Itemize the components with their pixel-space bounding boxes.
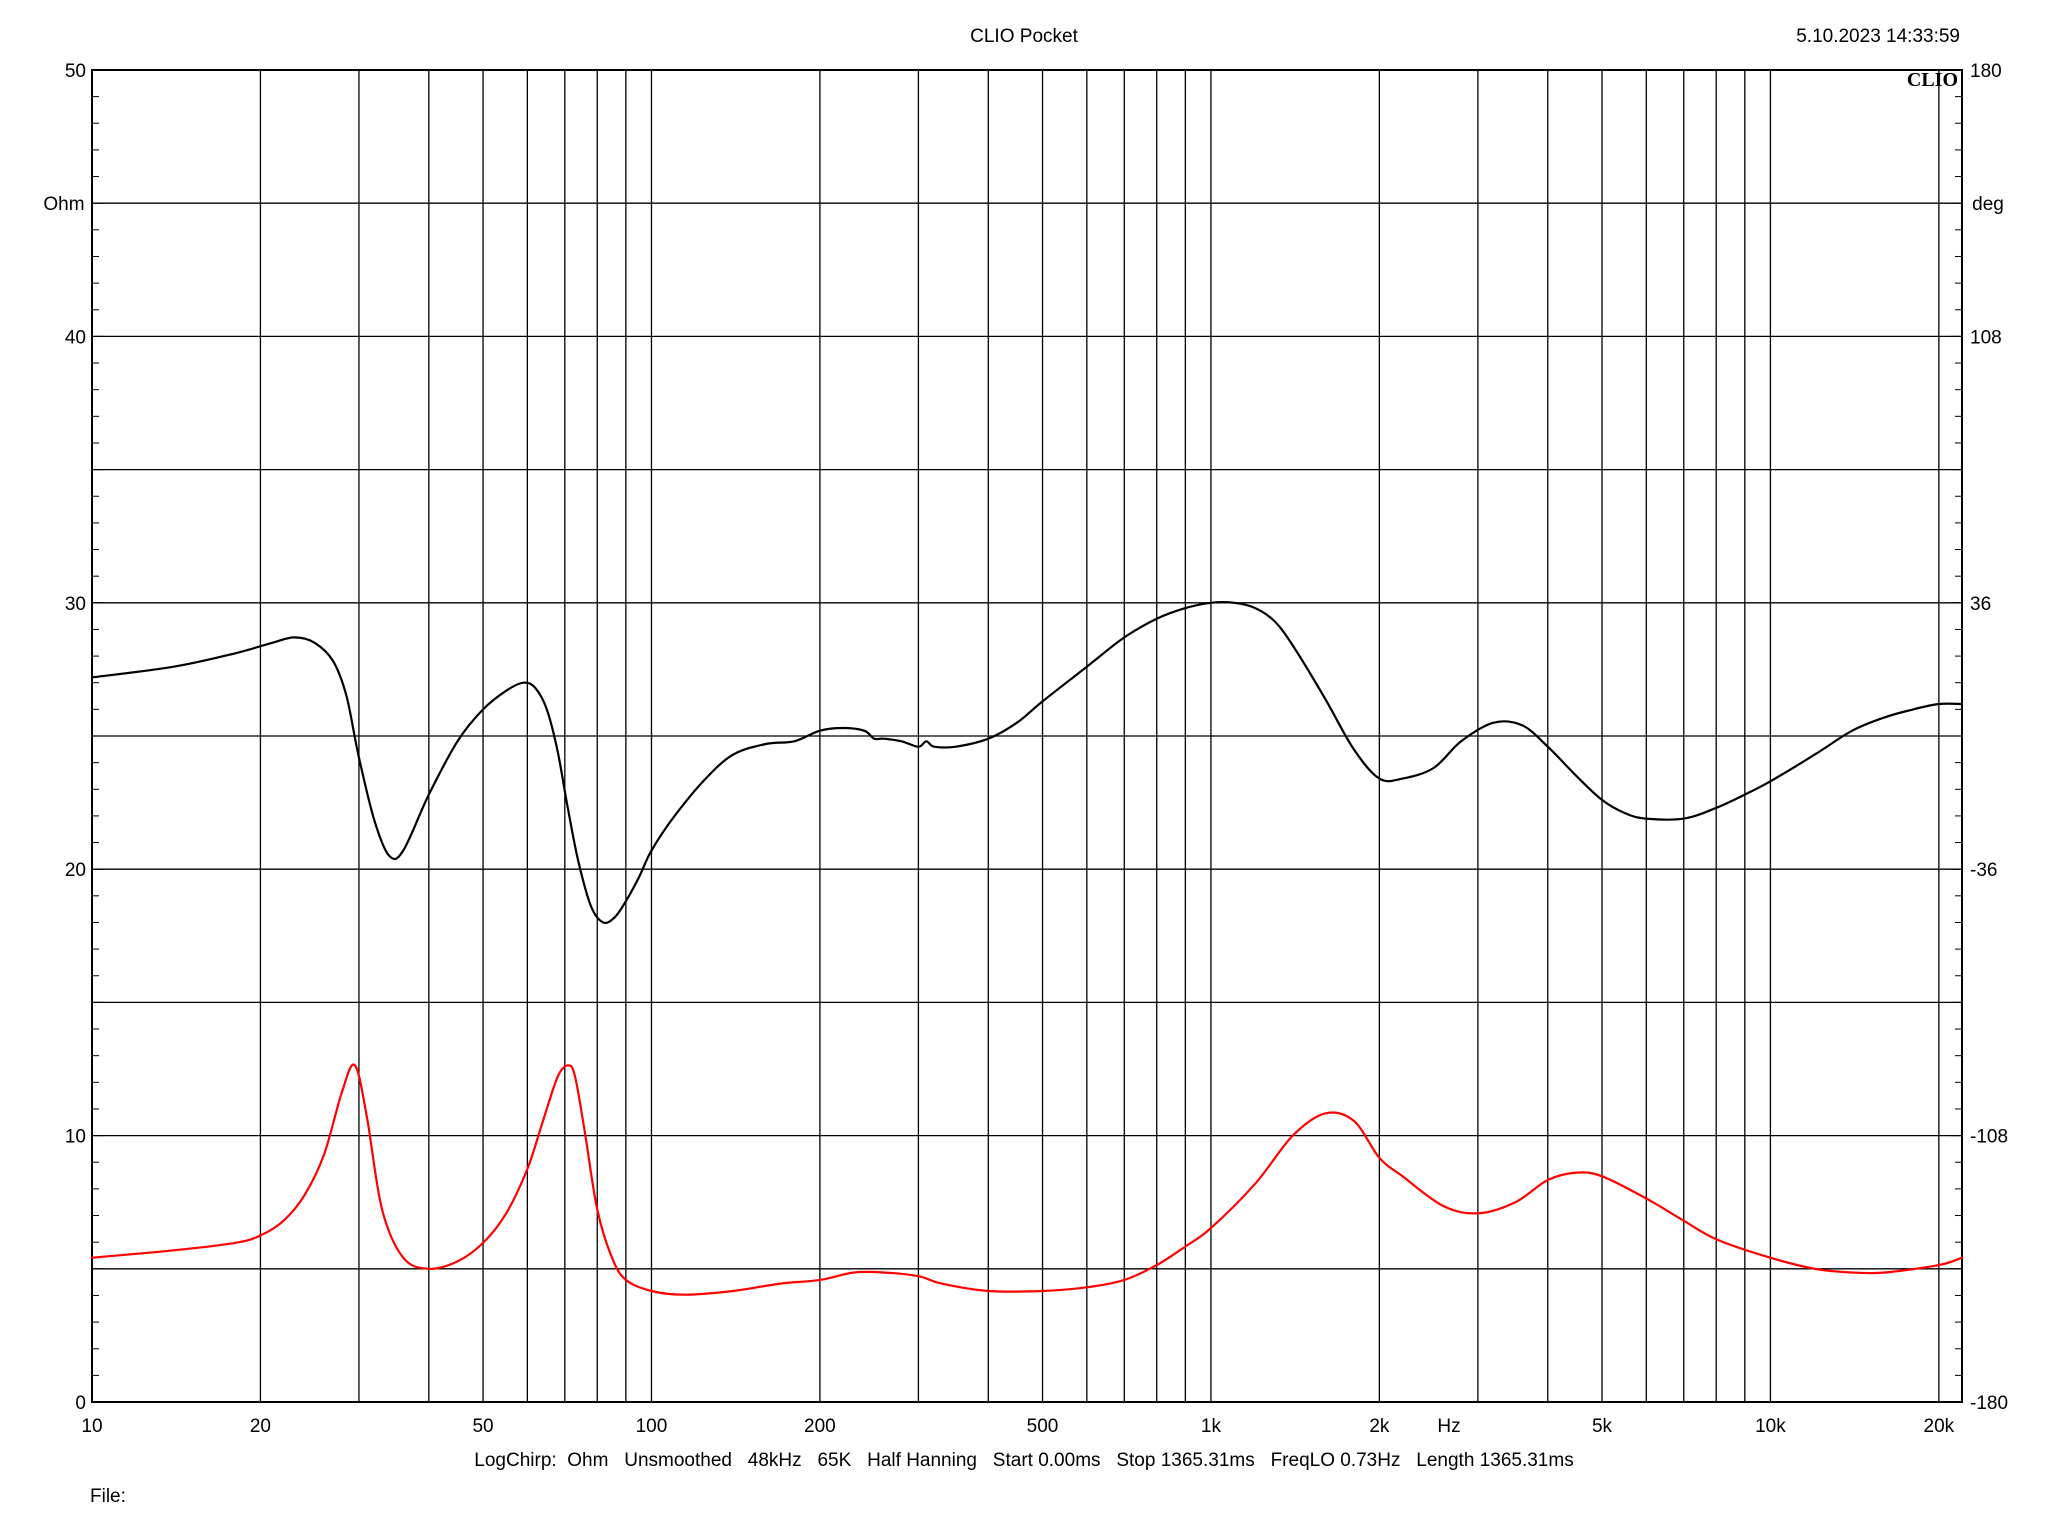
left-axis-tick-labels: 0 10 20 30 40 50 xyxy=(65,61,86,1414)
left-tick-label: 10 xyxy=(65,1127,86,1148)
file-label: File: xyxy=(90,1486,126,1507)
left-tick-label: 0 xyxy=(75,1393,86,1414)
right-axis-tick-labels: -180 -108 -36 36 108 180 xyxy=(1970,61,2008,1414)
right-tick-label: 180 xyxy=(1970,61,2002,82)
chart-title: CLIO Pocket xyxy=(970,26,1078,47)
measurement-settings: LogChirp: Ohm Unsmoothed 48kHz 65K Half … xyxy=(474,1450,1573,1471)
x-tick-label: 500 xyxy=(1027,1416,1059,1437)
x-axis-tick-labels: 10 20 50 100 200 500 1k 2k 5k 10k 20k xyxy=(81,1416,1954,1437)
x-axis-unit: Hz xyxy=(1437,1416,1460,1437)
plot-frame xyxy=(91,69,1963,1403)
right-tick-label: 36 xyxy=(1970,594,1991,615)
impedance-magnitude-curve xyxy=(90,601,1964,925)
x-tick-label: 1k xyxy=(1201,1416,1222,1437)
right-tick-label: -36 xyxy=(1970,860,1997,881)
x-tick-label: 50 xyxy=(472,1416,493,1437)
clio-logo: CLIO xyxy=(1907,69,1958,91)
x-tick-label: 100 xyxy=(636,1416,668,1437)
x-tick-label: 10 xyxy=(81,1416,102,1437)
x-tick-label: 2k xyxy=(1369,1416,1390,1437)
left-tick-label: 50 xyxy=(65,61,86,82)
right-tick-label: -180 xyxy=(1970,1393,2008,1414)
x-tick-label: 10k xyxy=(1755,1416,1786,1437)
left-tick-label: 20 xyxy=(65,860,86,881)
timestamp: 5.10.2023 14:33:59 xyxy=(1796,26,1960,47)
impedance-phase-curve xyxy=(90,1063,1964,1296)
x-tick-label: 5k xyxy=(1592,1416,1613,1437)
x-tick-label: 20 xyxy=(250,1416,271,1437)
left-axis-unit: Ohm xyxy=(43,194,84,215)
right-tick-label: 108 xyxy=(1970,327,2002,348)
right-tick-label: -108 xyxy=(1970,1127,2008,1148)
x-tick-label: 200 xyxy=(804,1416,836,1437)
left-tick-label: 40 xyxy=(65,327,86,348)
series-layer xyxy=(90,601,1964,1296)
x-tick-label: 20k xyxy=(1924,1416,1955,1437)
right-axis-unit: deg xyxy=(1972,194,2004,215)
major-grid xyxy=(92,70,1962,1402)
left-tick-label: 30 xyxy=(65,594,86,615)
